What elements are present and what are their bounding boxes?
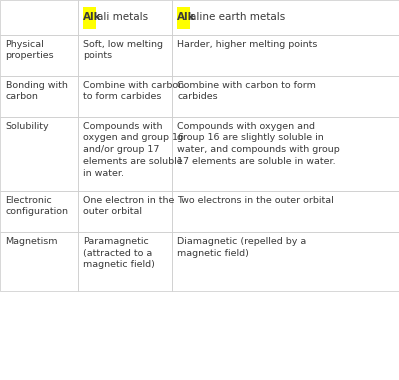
Text: Compounds with oxygen and
group 16 are slightly soluble in
water, and compounds : Compounds with oxygen and group 16 are s…: [177, 122, 340, 166]
Bar: [177, 7, 190, 28]
Bar: [78, 117, 172, 191]
Text: Paramagnetic
(attracted to a
magnetic field): Paramagnetic (attracted to a magnetic fi…: [83, 237, 155, 269]
Text: Electronic
configuration: Electronic configuration: [6, 196, 69, 217]
Text: Two electrons in the outer orbital: Two electrons in the outer orbital: [177, 196, 334, 205]
Bar: [172, 232, 399, 291]
Bar: [78, 191, 172, 232]
Bar: [78, 76, 172, 117]
Bar: [0, 117, 78, 191]
Bar: [0, 232, 78, 291]
Bar: [0, 0, 78, 35]
Bar: [0, 76, 78, 117]
Text: ali metals: ali metals: [97, 13, 148, 22]
Text: Combine with carbon to form
carbides: Combine with carbon to form carbides: [177, 81, 316, 101]
Bar: [0, 35, 78, 76]
Text: Harder, higher melting points: Harder, higher melting points: [177, 40, 318, 49]
Text: One electron in the
outer orbital: One electron in the outer orbital: [83, 196, 175, 217]
Bar: [172, 117, 399, 191]
Bar: [78, 0, 172, 35]
Text: Alk: Alk: [83, 13, 102, 22]
Bar: [78, 232, 172, 291]
Text: Magnetism: Magnetism: [6, 237, 58, 246]
Text: Alk: Alk: [177, 13, 196, 22]
Text: Solubility: Solubility: [6, 122, 49, 131]
Text: Combine with carbon
to form carbides: Combine with carbon to form carbides: [83, 81, 184, 101]
Text: Diamagnetic (repelled by a
magnetic field): Diamagnetic (repelled by a magnetic fiel…: [177, 237, 306, 258]
Bar: [83, 7, 96, 28]
Bar: [172, 76, 399, 117]
Text: Soft, low melting
points: Soft, low melting points: [83, 40, 164, 60]
Bar: [172, 0, 399, 35]
Bar: [78, 35, 172, 76]
Bar: [172, 35, 399, 76]
Bar: [0, 191, 78, 232]
Text: Bonding with
carbon: Bonding with carbon: [6, 81, 67, 101]
Text: Physical
properties: Physical properties: [6, 40, 54, 60]
Text: aline earth metals: aline earth metals: [190, 13, 286, 22]
Text: Compounds with
oxygen and group 16
and/or group 17
elements are soluble
in water: Compounds with oxygen and group 16 and/o…: [83, 122, 184, 178]
Bar: [172, 191, 399, 232]
